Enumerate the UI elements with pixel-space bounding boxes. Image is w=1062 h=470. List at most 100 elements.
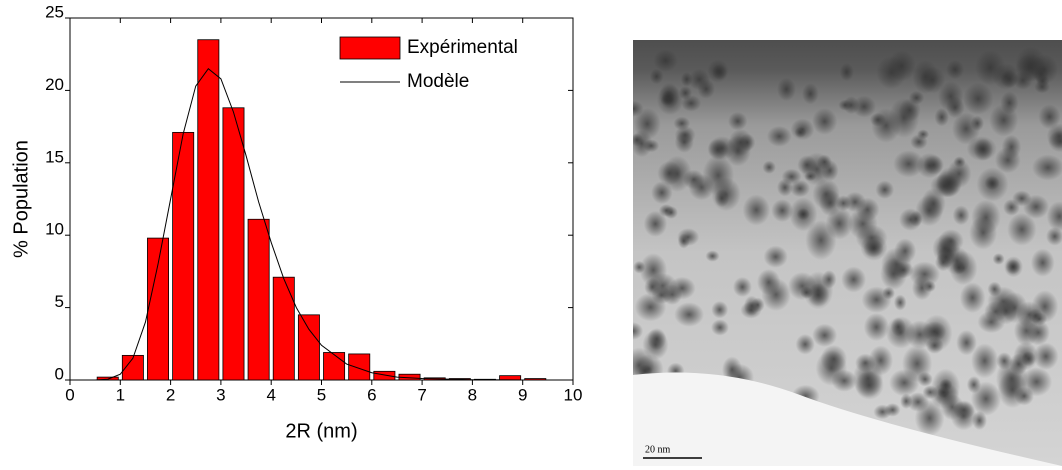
particle	[852, 359, 884, 398]
y-tick-label: 5	[55, 292, 64, 311]
particle	[892, 261, 914, 279]
particle	[977, 310, 1006, 334]
bar	[172, 131, 195, 381]
particle	[795, 334, 815, 355]
particle	[855, 197, 880, 222]
particle	[1021, 367, 1053, 397]
particle	[787, 272, 817, 301]
particle	[1033, 65, 1049, 84]
particle	[970, 381, 1002, 416]
particle	[898, 208, 922, 231]
particle	[952, 112, 981, 145]
particle	[711, 177, 741, 212]
legend-swatch	[339, 36, 401, 60]
y-tick-label: 25	[45, 2, 64, 21]
scale-label: 20 nm	[645, 444, 671, 455]
particle	[975, 50, 1006, 86]
particle	[804, 171, 817, 182]
particle	[838, 99, 852, 111]
particle	[634, 292, 667, 322]
x-tick-label: 0	[65, 385, 74, 404]
particle	[893, 294, 907, 311]
particle	[908, 90, 925, 105]
particle	[732, 276, 752, 298]
particle	[1038, 104, 1061, 130]
particle	[651, 181, 673, 205]
x-tick-label: 9	[518, 385, 527, 404]
particle	[802, 83, 819, 105]
particle	[707, 138, 729, 161]
particle	[956, 329, 977, 356]
particle	[825, 207, 854, 240]
particle	[938, 81, 964, 112]
particle	[762, 160, 776, 174]
particle	[1033, 342, 1059, 371]
particle	[969, 215, 998, 250]
particle	[1034, 80, 1050, 94]
particle	[912, 59, 939, 94]
particle	[1030, 248, 1055, 277]
bar	[499, 375, 522, 381]
particle	[688, 69, 711, 91]
particle	[724, 135, 752, 167]
particle	[728, 111, 748, 131]
bar	[373, 370, 396, 381]
particle	[712, 64, 728, 80]
particle	[643, 210, 668, 237]
particle	[852, 95, 876, 118]
particle	[653, 49, 678, 72]
particle	[936, 167, 963, 198]
bar	[121, 354, 144, 381]
x-tick-label: 7	[417, 385, 426, 404]
particle	[647, 272, 678, 299]
particle	[1046, 227, 1062, 246]
bar	[222, 107, 245, 381]
particle	[911, 275, 933, 301]
particle	[917, 129, 930, 140]
particle	[901, 345, 933, 383]
particles	[633, 46, 1062, 438]
x-tick-label: 1	[116, 385, 125, 404]
particle	[811, 108, 838, 135]
particle	[1001, 292, 1028, 324]
bar	[323, 352, 346, 381]
particle	[751, 297, 765, 313]
particle	[946, 60, 965, 80]
particle	[797, 155, 817, 175]
particle	[841, 266, 867, 293]
substrate	[633, 372, 1062, 466]
particle	[863, 312, 890, 342]
particle	[664, 205, 678, 219]
x-tick-label: 3	[216, 385, 225, 404]
legend-label: Modèle	[407, 71, 469, 92]
particle	[812, 323, 838, 347]
particle	[711, 301, 729, 319]
particle	[812, 178, 840, 210]
particle	[994, 147, 1021, 174]
particle	[989, 103, 1019, 137]
particle	[763, 245, 788, 268]
particle	[905, 320, 935, 349]
x-tick-label: 5	[317, 385, 326, 404]
particle	[1031, 290, 1059, 323]
particle	[914, 400, 945, 437]
particle	[711, 319, 729, 336]
bar	[272, 276, 295, 381]
particle	[871, 108, 901, 143]
particle	[1046, 123, 1062, 149]
particle	[649, 68, 664, 85]
particle	[673, 116, 691, 131]
particle	[890, 317, 906, 337]
bar	[297, 314, 320, 381]
y-tick-label: 10	[45, 220, 64, 239]
particle	[966, 136, 997, 162]
x-axis-label: 2R (nm)	[285, 420, 357, 442]
plot-frame	[69, 17, 574, 381]
particle	[835, 195, 851, 212]
particle	[949, 250, 978, 286]
chart: 0 1 2 3 4 5 6 7 8 9 10 0 5 10 15 20 25 2R (nm) % Populatio…	[10, 2, 582, 442]
particle	[790, 179, 810, 198]
particle	[705, 250, 720, 262]
particle	[952, 205, 970, 226]
